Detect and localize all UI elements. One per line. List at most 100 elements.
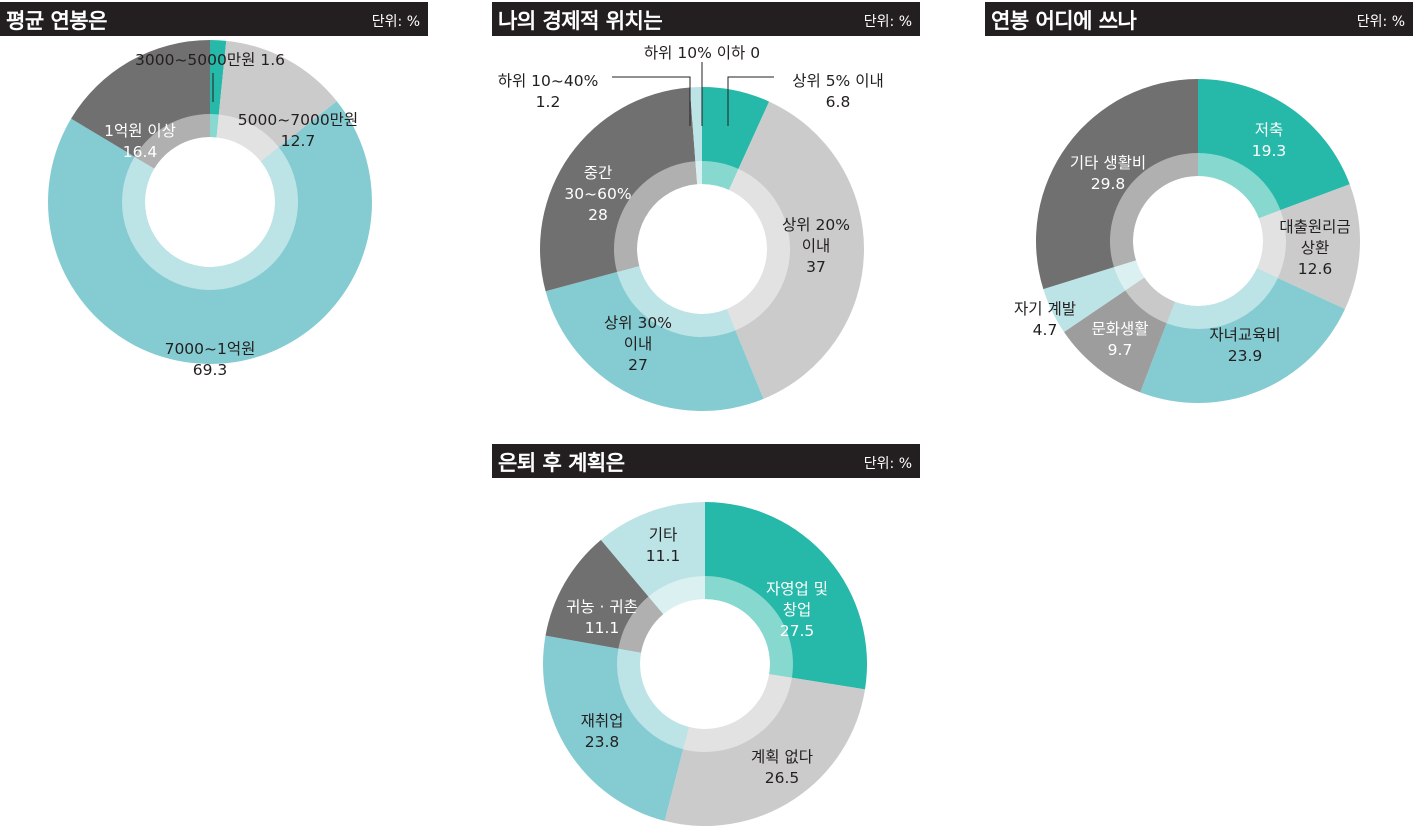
pie-slice: [545, 539, 664, 653]
pie-slice-inner-ring: [726, 168, 791, 331]
pie-slice: [1198, 79, 1350, 219]
slice-value-label: 12.6: [1298, 260, 1333, 278]
slice-label-text: 이내: [802, 237, 831, 255]
slice-label-text: 자영업 및: [766, 580, 828, 598]
slice-label: 상위 20% 이내 37: [782, 216, 850, 276]
slice-label: 귀농 · 귀촌 11.1: [566, 598, 638, 637]
chart-unit: 단위: %: [863, 14, 912, 30]
pie-slice: [1064, 277, 1175, 393]
slice-value-label: 29.8: [1091, 175, 1126, 193]
slice-value-label: 1.2: [536, 93, 561, 111]
slice-label: 3000~5000만원 1.6: [135, 51, 285, 69]
slice-value-label: 11.1: [646, 547, 681, 565]
chart-unit: 단위: %: [1356, 14, 1405, 30]
slice-label-text: 1억원 이상: [104, 122, 176, 140]
slice-label: 기타 11.1: [646, 526, 681, 565]
slice-label-text: 5000~7000만원: [238, 111, 358, 129]
slice-label: 7000~1억원 69.3: [165, 340, 256, 379]
slice-label: 자녀교육비 23.9: [1209, 326, 1280, 365]
slice-label: 자영업 및창업 27.5: [766, 580, 828, 640]
pie-slice-inner-ring: [614, 161, 698, 272]
slice-value-label: 9.7: [1108, 341, 1133, 359]
slice-value-label: 12.7: [281, 132, 316, 150]
pie-slice: [1256, 184, 1360, 310]
pie-slice: [726, 101, 864, 399]
pie-slice: [1140, 268, 1346, 403]
slice-label-text: 기타 생활비: [1070, 154, 1146, 172]
slice-value-label: 4.7: [1033, 321, 1058, 339]
pie-slice: [543, 635, 689, 821]
pie-slice-inner-ring: [618, 596, 664, 653]
pie-slice: [1043, 260, 1145, 333]
slice-value-label: 28: [588, 206, 608, 224]
pie-slice-inner-ring: [702, 161, 739, 190]
pie-slice: [702, 87, 770, 190]
pie-slice: [600, 502, 705, 615]
chart-title: 연봉 어디에 쓰나: [991, 9, 1137, 33]
pie-slice-inner-ring: [695, 161, 702, 185]
donut-hole: [638, 185, 766, 313]
pie-slice-inner-ring: [122, 147, 299, 290]
slice-label-text: 창업: [783, 601, 812, 619]
slice-label-text: 3000~5000만원 1.6: [135, 51, 285, 69]
pie-slice-inner-ring: [1125, 277, 1175, 324]
pie-slice: [47, 101, 372, 364]
slice-label-text: 이내: [624, 335, 653, 353]
slice-label-text: 대출원리금: [1279, 218, 1350, 236]
slice-value-label: 69.3: [193, 361, 228, 379]
pie-slice-inner-ring: [216, 114, 279, 162]
slice-label-text: 저축: [1255, 121, 1284, 139]
slice-label: 계획 없다 26.5: [751, 748, 813, 787]
slice-label-text: 상위 20%: [782, 216, 850, 234]
pie-slice-inner-ring: [1198, 153, 1281, 219]
slice-label: 5000~7000만원 12.7: [238, 111, 358, 150]
pie-slice-inner-ring: [617, 648, 689, 750]
slice-value-label: 11.1: [585, 619, 620, 637]
pie-slice: [705, 502, 867, 690]
slice-label-text: 상위 30%: [604, 314, 672, 332]
chart-title: 평균 연봉은: [6, 9, 107, 33]
slice-label: 저축 19.3: [1252, 121, 1287, 160]
chart-header-economic-position: 나의 경제적 위치는 단위: %: [492, 2, 920, 36]
slice-value-label: 23.9: [1228, 347, 1263, 365]
pie-slice: [689, 87, 702, 185]
slice-value-label: 6.8: [826, 93, 851, 111]
chart-title: 나의 경제적 위치는: [498, 9, 663, 33]
slice-label: 상위 30% 이내 27: [604, 314, 672, 374]
slice-label: 하위 10% 이하 0: [644, 44, 760, 62]
slice-label: 재취업 23.8: [581, 712, 624, 751]
slice-label: 중간 30~60% 28: [564, 164, 631, 224]
pie-slice: [664, 674, 866, 826]
slice-label-text: 귀농 · 귀촌: [566, 598, 638, 616]
slice-label-text: 30~60%: [564, 185, 631, 203]
slice-label: 문화생활 9.7: [1091, 320, 1148, 359]
pie-slice: [216, 40, 337, 162]
donut-hole: [641, 600, 769, 728]
slice-label-text: 중간: [584, 164, 613, 182]
slice-label-text: 상환: [1301, 239, 1330, 257]
slice-label-text: 하위 10~40%: [498, 72, 599, 90]
pie-slice: [71, 40, 210, 169]
chart-header-salary-usage: 연봉 어디에 쓰나 단위: %: [985, 2, 1413, 36]
slice-label: 자기 계발 4.7: [1014, 300, 1076, 339]
chart-header-annual-salary: 평균 연봉은 단위: %: [0, 2, 428, 36]
pie-slice-inner-ring: [1256, 210, 1286, 278]
donut-chart-economic-position: 하위 10% 이하 0 상위 5% 이내 6.8 상위 20% 이내 37 상위 30% 이내…: [498, 44, 884, 412]
slice-label-text: 계획 없다: [751, 748, 813, 766]
chart-header-retirement-plan: 은퇴 후 계획은 단위: %: [492, 444, 920, 478]
donut-hole: [146, 138, 274, 266]
pie-slice-inner-ring: [210, 114, 219, 138]
slice-value-label: 27: [628, 356, 648, 374]
slice-label-text: 기타: [649, 526, 678, 544]
slice-value-label: 16.4: [123, 143, 158, 161]
slice-value-label: 26.5: [765, 769, 800, 787]
slice-label-text: 하위 10% 이하 0: [644, 44, 760, 62]
chart-title: 은퇴 후 계획은: [498, 451, 625, 475]
slice-label-text: 7000~1억원: [165, 340, 256, 358]
pie-slice: [545, 265, 764, 412]
pie-slice-inner-ring: [617, 265, 736, 338]
slice-value-label: 27.5: [780, 622, 815, 640]
slice-label-text: 상위 5% 이내: [792, 72, 883, 90]
